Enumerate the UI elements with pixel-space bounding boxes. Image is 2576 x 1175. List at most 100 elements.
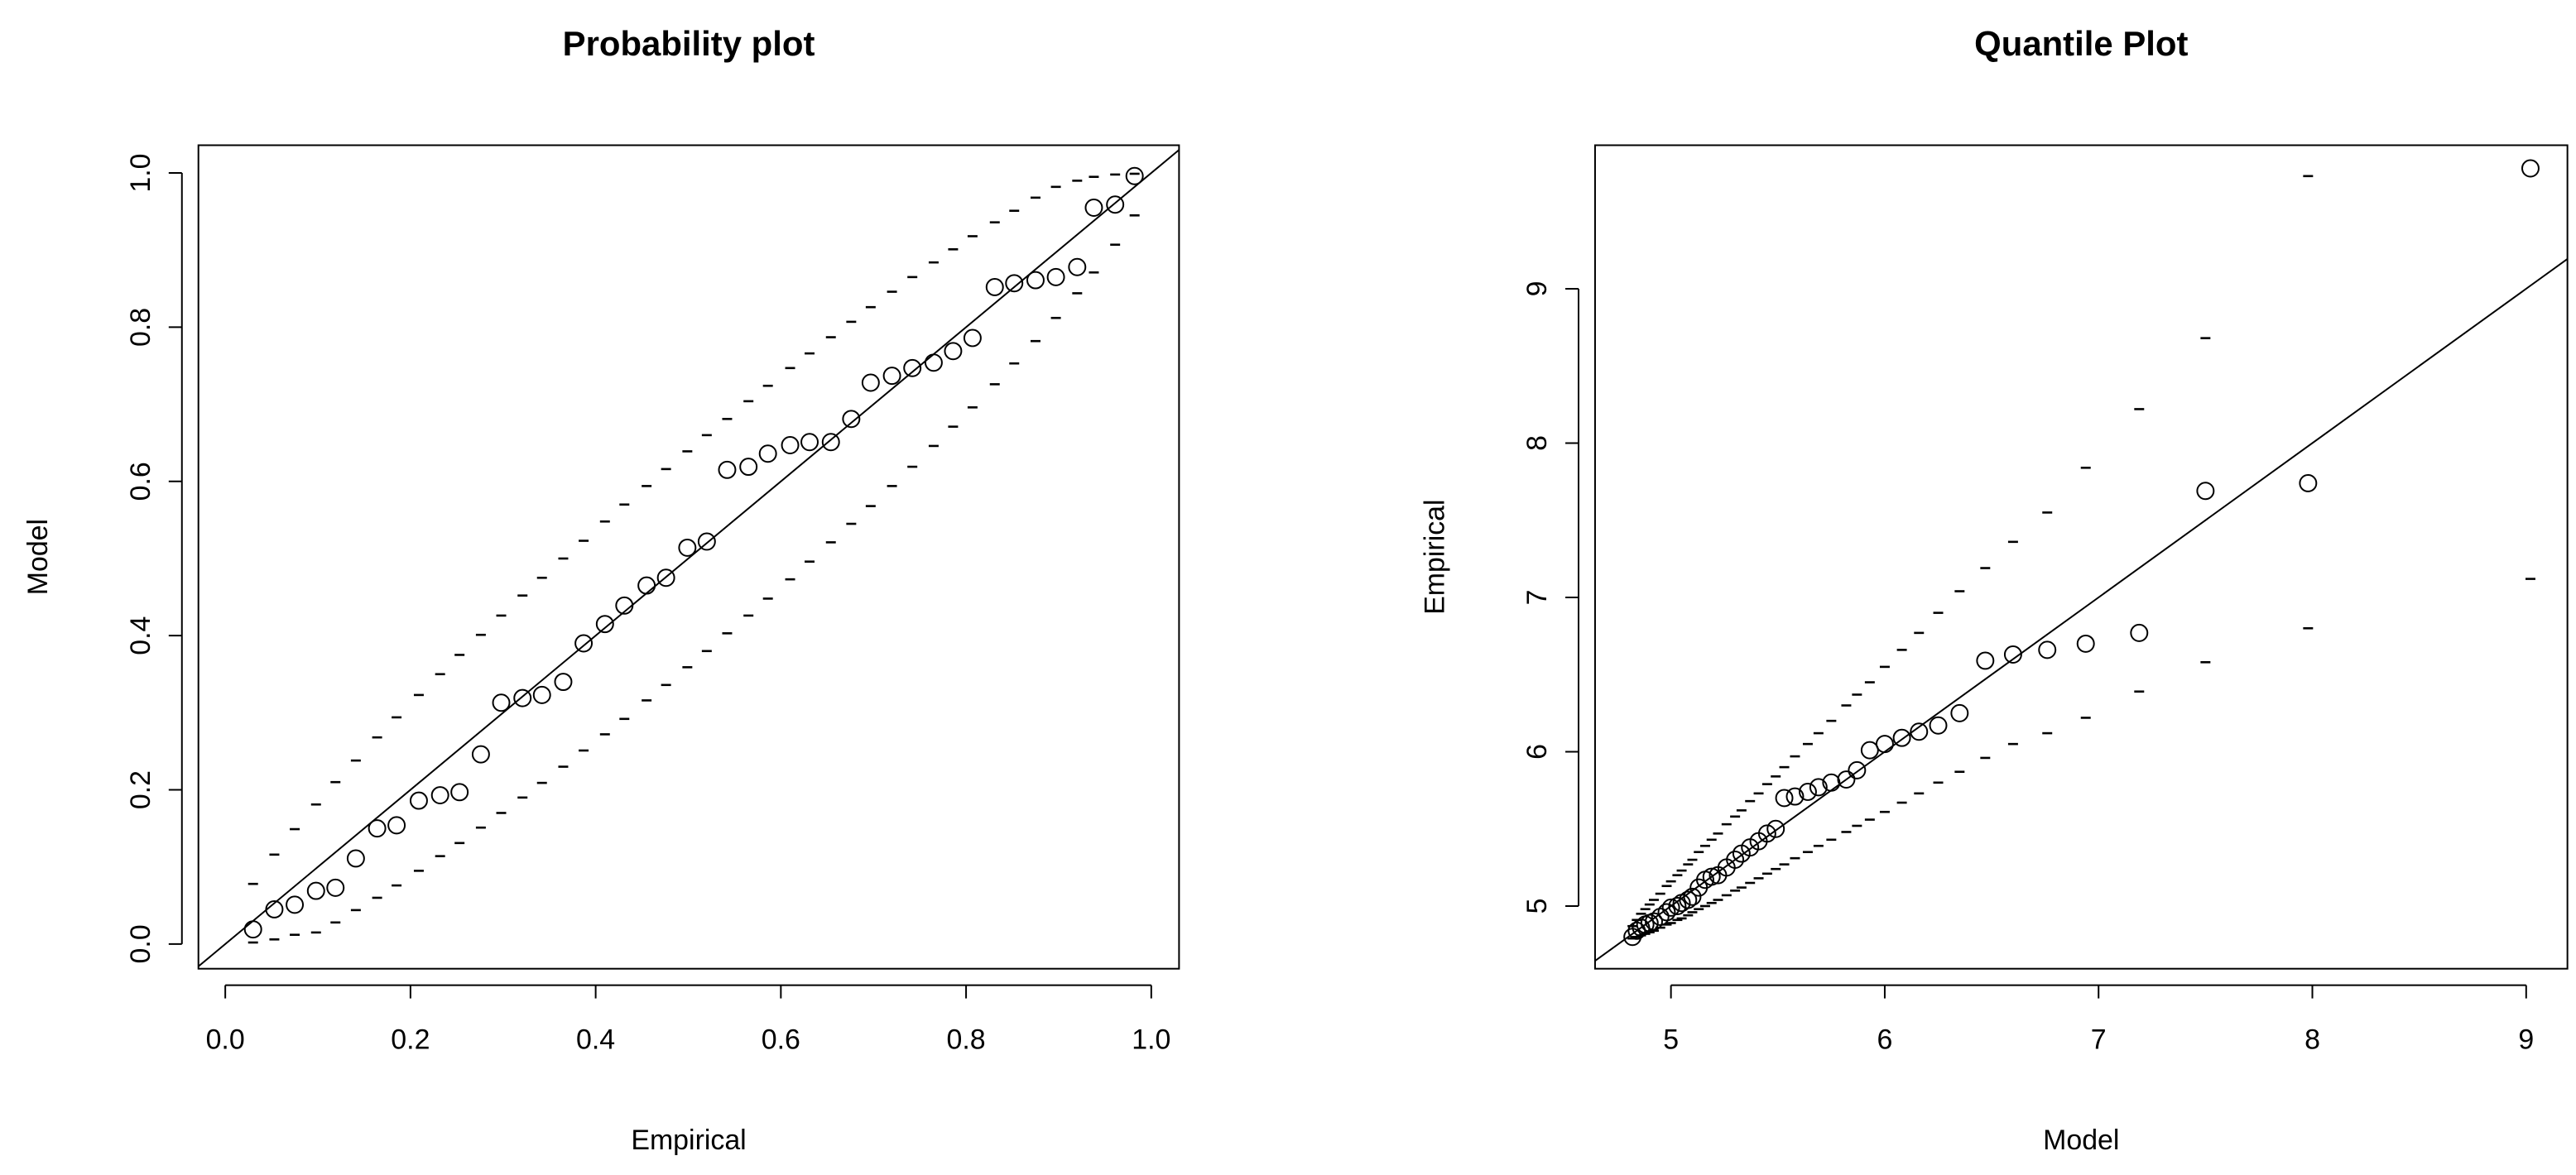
point — [944, 342, 963, 361]
y-tick-label: 0.0 — [125, 924, 156, 963]
point — [243, 920, 262, 939]
point — [1661, 898, 1680, 917]
point — [387, 816, 406, 835]
point — [1679, 890, 1698, 909]
y-tick-label: 0.4 — [125, 616, 156, 655]
x-tick-label: 9 — [2518, 1024, 2534, 1055]
point — [346, 849, 365, 868]
y-axis-label: Empirical — [1419, 499, 1450, 614]
y-tick-label: 0.2 — [125, 770, 156, 809]
point — [739, 458, 758, 477]
x-tick-label: 0.8 — [947, 1024, 986, 1055]
point — [2299, 473, 2318, 492]
x-tick-label: 6 — [1877, 1024, 1893, 1055]
point — [409, 791, 428, 810]
point — [492, 693, 511, 712]
point — [637, 576, 656, 595]
chart-title: Probability plot — [563, 24, 815, 63]
point — [1106, 195, 1125, 214]
point — [842, 410, 861, 429]
y-tick-label: 8 — [1521, 435, 1553, 451]
point — [554, 673, 573, 692]
point — [1757, 824, 1776, 843]
point — [286, 895, 305, 914]
y-tick-label: 5 — [1521, 899, 1553, 914]
point — [326, 878, 345, 897]
point — [821, 433, 840, 452]
point — [718, 460, 737, 479]
point — [1645, 912, 1663, 931]
point — [1775, 789, 1794, 808]
y-tick-label: 7 — [1521, 590, 1553, 606]
point — [1026, 271, 1045, 290]
point — [2130, 623, 2149, 642]
point — [1822, 773, 1841, 792]
point — [265, 899, 284, 918]
point — [1929, 716, 1948, 735]
point — [1702, 867, 1721, 886]
plot-frame — [197, 144, 1180, 970]
point — [450, 783, 469, 802]
point — [1910, 722, 1929, 741]
point — [903, 358, 922, 377]
y-tick-label: 6 — [1521, 744, 1553, 760]
x-tick-label: 0.0 — [206, 1024, 245, 1055]
chart-title: Quantile Plot — [1974, 24, 2188, 63]
y-tick-label: 9 — [1521, 281, 1553, 297]
point — [697, 532, 716, 551]
point — [1798, 782, 1817, 801]
x-tick-label: 0.4 — [576, 1024, 615, 1055]
point — [368, 819, 387, 838]
x-tick-label: 7 — [2091, 1024, 2107, 1055]
point — [471, 745, 490, 764]
point — [1046, 267, 1065, 286]
point — [1668, 897, 1687, 915]
point — [1892, 728, 1911, 747]
point — [1125, 166, 1144, 185]
y-tick-label: 0.8 — [125, 308, 156, 347]
point — [800, 433, 819, 452]
point — [2003, 645, 2022, 664]
point — [1683, 887, 1702, 906]
point — [1657, 903, 1676, 922]
point — [1809, 778, 1828, 797]
point — [1785, 787, 1805, 806]
x-tick-label: 0.6 — [762, 1024, 800, 1055]
plot-frame — [1593, 144, 2569, 970]
x-tick-label: 0.2 — [391, 1024, 430, 1055]
point — [2076, 634, 2095, 653]
point — [1726, 851, 1745, 869]
point — [595, 615, 614, 634]
point — [963, 329, 982, 348]
point — [1976, 651, 1995, 670]
point — [2196, 482, 2215, 501]
x-axis-label: Empirical — [631, 1125, 746, 1156]
point — [678, 538, 697, 557]
x-axis-label: Model — [2043, 1125, 2119, 1156]
point — [1860, 741, 1879, 760]
point — [781, 436, 800, 454]
x-tick-label: 8 — [2304, 1024, 2320, 1055]
reference-line — [1594, 258, 2569, 962]
point — [1068, 257, 1087, 276]
point — [532, 685, 551, 704]
reference-line — [198, 149, 1180, 967]
point — [1848, 760, 1867, 779]
point — [1084, 199, 1103, 217]
point — [924, 353, 943, 372]
point — [574, 634, 594, 653]
point — [1651, 908, 1670, 927]
point — [1950, 703, 1969, 722]
point — [758, 444, 777, 463]
point — [882, 367, 901, 386]
point — [985, 277, 1004, 296]
point — [1005, 274, 1024, 293]
point — [861, 373, 880, 392]
y-tick-label: 1.0 — [125, 153, 156, 192]
point — [430, 786, 449, 805]
point — [2038, 640, 2057, 659]
y-tick-label: 0.6 — [125, 462, 156, 501]
x-tick-label: 5 — [1663, 1024, 1679, 1055]
